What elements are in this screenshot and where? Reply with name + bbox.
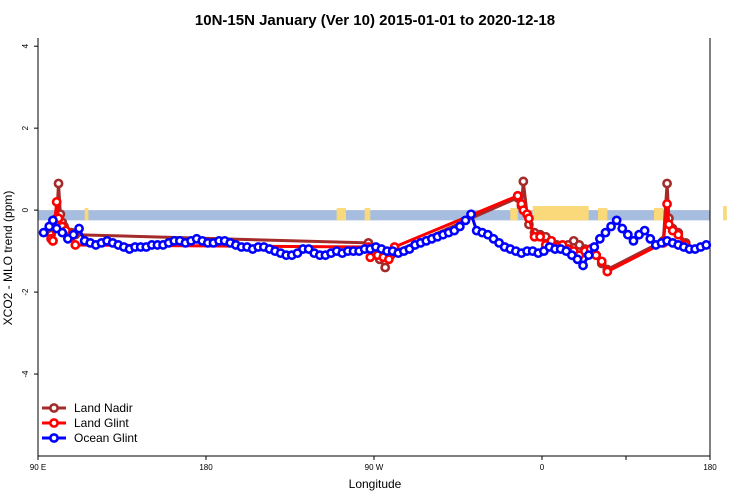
land-segment [654,208,664,221]
x-tick-label: 90 W [365,463,384,472]
legend-label: Ocean Glint [74,431,138,445]
legend-swatch-marker [49,403,59,413]
data-point [454,221,465,232]
data-point [628,235,639,246]
data-point [617,223,628,234]
data-point [578,260,588,271]
data-point [48,215,58,226]
data-point [38,227,49,238]
land-segment [598,208,608,221]
data-point [583,250,594,261]
data-point [639,225,650,236]
y-axis-label: XCO2 - MLO trend (ppm) [1,191,15,326]
data-point [572,254,583,265]
x-tick-label: 180 [199,463,213,472]
data-point [535,231,546,242]
y-tick-label: 4 [21,43,30,48]
land-segment [532,206,589,221]
data-point [594,233,605,244]
data-point [596,256,607,267]
y-tick-label: 0 [21,207,30,212]
data-point [466,209,476,220]
data-point [74,223,84,234]
data-point [645,233,656,244]
data-point [512,190,523,201]
legend-label: Land Nadir [74,401,133,415]
legend-swatch-marker [49,433,59,443]
reference-band [38,210,710,221]
data-point [622,229,633,240]
plot-area: -4 -2 0 2 4 90 E 180 90 W 0 180 [21,38,727,472]
data-point [68,229,79,240]
data-point [384,254,394,265]
y-tick-label: -4 [21,370,30,378]
data-point [70,240,81,250]
land-segment [510,208,518,221]
land-segment [84,208,89,221]
x-tick-label: 90 E [30,463,46,472]
series-line [49,194,687,274]
y-tick-label: 2 [21,125,30,130]
data-point [51,197,62,207]
data-point [600,227,611,238]
data-point [518,176,529,187]
chart-title: 10N-15N January (Ver 10) 2015-01-01 to 2… [195,12,555,29]
data-point [673,229,684,240]
data-point [460,215,471,226]
land-segment [336,208,346,221]
data-point [606,221,616,232]
data-point [380,262,391,273]
data-point [589,242,600,252]
data-point [524,213,534,224]
legend-label: Land Glint [74,416,129,430]
data-point [701,240,712,250]
x-tick-label: 180 [703,463,717,472]
x-axis-label: Longitude [349,477,402,491]
data-point [611,215,622,226]
data-point [57,227,68,238]
data-point [662,199,672,209]
data-point [53,178,64,189]
data-point [48,235,58,246]
y-tick-label: -2 [21,288,30,296]
legend-swatch-marker [49,418,59,428]
data-point [662,178,672,189]
land-segment [723,206,727,221]
land-segment [364,208,371,221]
x-tick-label: 0 [540,463,545,472]
data-point [602,266,613,277]
